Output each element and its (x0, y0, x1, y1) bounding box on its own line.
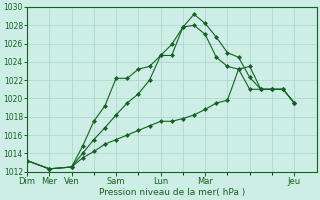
X-axis label: Pression niveau de la mer( hPa ): Pression niveau de la mer( hPa ) (99, 188, 245, 197)
